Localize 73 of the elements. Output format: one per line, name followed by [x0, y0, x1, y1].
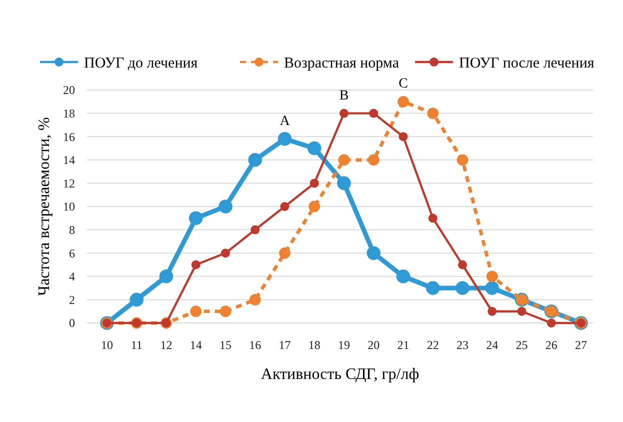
- y-tick-label: 14: [63, 153, 75, 168]
- annotation: C: [398, 76, 408, 92]
- point: [337, 176, 351, 190]
- x-tick-label: 19: [338, 338, 350, 352]
- x-tick-label: 21: [397, 338, 410, 352]
- point: [369, 108, 378, 118]
- point: [221, 248, 230, 258]
- point: [280, 202, 290, 211]
- point: [427, 108, 439, 119]
- point: [279, 247, 290, 259]
- y-tick-label: 4: [69, 270, 75, 284]
- x-axis-title: Активность СДГ, гр/лф: [260, 366, 420, 383]
- point: [486, 270, 498, 282]
- annotation: B: [339, 88, 349, 104]
- y-tick-label: 6: [69, 246, 75, 260]
- legend-label: ПОУГ до лечения: [84, 55, 198, 72]
- point: [250, 225, 260, 234]
- x-tick-label: 24: [486, 338, 498, 352]
- x-tick-label: 20: [368, 338, 380, 352]
- point: [310, 178, 319, 188]
- y-tick-label: 8: [69, 223, 75, 237]
- y-tick-label: 12: [63, 176, 75, 190]
- point: [517, 306, 526, 316]
- x-tick-label: 16: [249, 338, 262, 352]
- point: [546, 318, 556, 328]
- x-tick-label: 11: [130, 338, 142, 352]
- point: [307, 141, 322, 156]
- point: [191, 260, 200, 270]
- point: [398, 132, 408, 142]
- point: [485, 281, 500, 295]
- x-tick-label: 23: [456, 338, 468, 352]
- point: [248, 153, 262, 167]
- x-tick-label: 22: [426, 338, 439, 352]
- point: [338, 154, 350, 166]
- y-axis-title: Частота встречаемости, %: [36, 117, 53, 296]
- point: [426, 281, 440, 295]
- point: [130, 292, 144, 307]
- legend-label: ПОУГ после лечения: [459, 55, 594, 72]
- x-tick-label: 18: [308, 338, 320, 352]
- x-tick-label: 12: [160, 338, 172, 352]
- point: [456, 281, 470, 295]
- point: [396, 270, 410, 284]
- y-tick-label: 16: [63, 130, 75, 144]
- point: [398, 96, 409, 108]
- y-tick-label: 18: [63, 106, 75, 120]
- y-tick-label: 10: [63, 200, 75, 214]
- point: [340, 108, 348, 118]
- x-tick-label: 26: [545, 338, 558, 352]
- x-tick-label: 14: [190, 338, 202, 352]
- x-tick-label: 25: [516, 338, 528, 352]
- point: [366, 246, 381, 260]
- y-tick-label: 20: [63, 83, 75, 98]
- x-tick-label: 27: [575, 338, 587, 352]
- point: [456, 154, 468, 166]
- point: [458, 260, 467, 270]
- y-tick-label: 0: [69, 316, 75, 330]
- point: [218, 200, 232, 214]
- x-tick-label: 17: [278, 338, 291, 352]
- point: [249, 294, 261, 306]
- x-tick-label: 10: [101, 338, 113, 352]
- point: [278, 132, 292, 146]
- point: [159, 270, 174, 284]
- point: [220, 306, 232, 318]
- annotation: A: [280, 114, 291, 129]
- point: [188, 211, 203, 226]
- point: [368, 154, 380, 166]
- point: [308, 200, 320, 212]
- legend-label: Возрастная норма: [284, 55, 400, 72]
- point: [190, 306, 202, 318]
- y-tick-label: 2: [69, 292, 75, 307]
- x-tick-label: 15: [220, 338, 232, 352]
- point: [488, 306, 497, 316]
- point: [428, 214, 438, 223]
